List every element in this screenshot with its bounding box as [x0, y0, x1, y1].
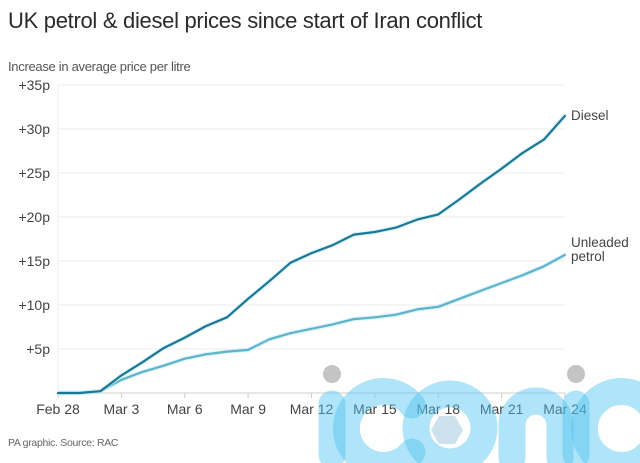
diesel-line-halo — [58, 114, 567, 396]
y-tick-label: +30p — [18, 121, 50, 137]
y-axis-ticks: +5p +10p +15p +20p +25p +30p +35p — [18, 77, 50, 357]
x-tick-label: Mar 9 — [230, 401, 266, 417]
watermark-hexagon — [431, 416, 463, 444]
y-tick-label: +35p — [18, 77, 50, 93]
x-tick-label: Feb 28 — [36, 401, 80, 417]
watermark-letter-c — [570, 378, 640, 463]
series-labels: Unleaded petrol Diesel — [571, 108, 629, 264]
unleaded-petrol-line — [56, 253, 567, 395]
y-tick-label: +5p — [26, 341, 50, 357]
x-tick-label: Mar 6 — [167, 401, 203, 417]
watermark-letter-o — [402, 380, 498, 463]
x-axis-ticks: Feb 28 Mar 3 Mar 6 Mar 9 Mar 12 Mar 15 Mar 18 M… — [36, 393, 587, 417]
series-label-line: petrol — [571, 249, 605, 264]
x-tick-label: Mar 21 — [480, 401, 524, 417]
chart-subtitle: Increase in average price per litre — [8, 59, 191, 74]
y-tick-label: +20p — [18, 209, 50, 225]
chart-title: UK petrol & diesel prices since start of… — [8, 8, 483, 33]
series-label-line: Unleaded — [571, 235, 629, 250]
x-tick-label: Mar 24 — [543, 401, 587, 417]
diesel-label: Diesel — [571, 108, 609, 123]
series-lines — [56, 114, 567, 396]
iconic-watermark — [318, 365, 640, 463]
unleaded-petrol-line-halo — [58, 252, 567, 396]
y-tick-label: +15p — [18, 253, 50, 269]
unleaded-petrol-label: Unleaded petrol — [571, 235, 629, 264]
x-tick-label: Mar 3 — [103, 401, 139, 417]
watermark-letter-n — [498, 387, 574, 463]
y-tick-label: +25p — [18, 165, 50, 181]
y-tick-label: +10p — [18, 297, 50, 313]
x-tick-label: Mar 12 — [290, 401, 334, 417]
x-tick-label: Mar 18 — [416, 401, 460, 417]
source-note: PA graphic. Source: RAC — [8, 437, 119, 449]
series-label-line: Diesel — [571, 108, 609, 123]
gridlines — [57, 84, 565, 393]
x-tick-label: Mar 15 — [353, 401, 397, 417]
watermark-dot — [567, 365, 585, 383]
watermark-letter-c — [332, 378, 426, 463]
watermark-dot — [323, 365, 341, 383]
